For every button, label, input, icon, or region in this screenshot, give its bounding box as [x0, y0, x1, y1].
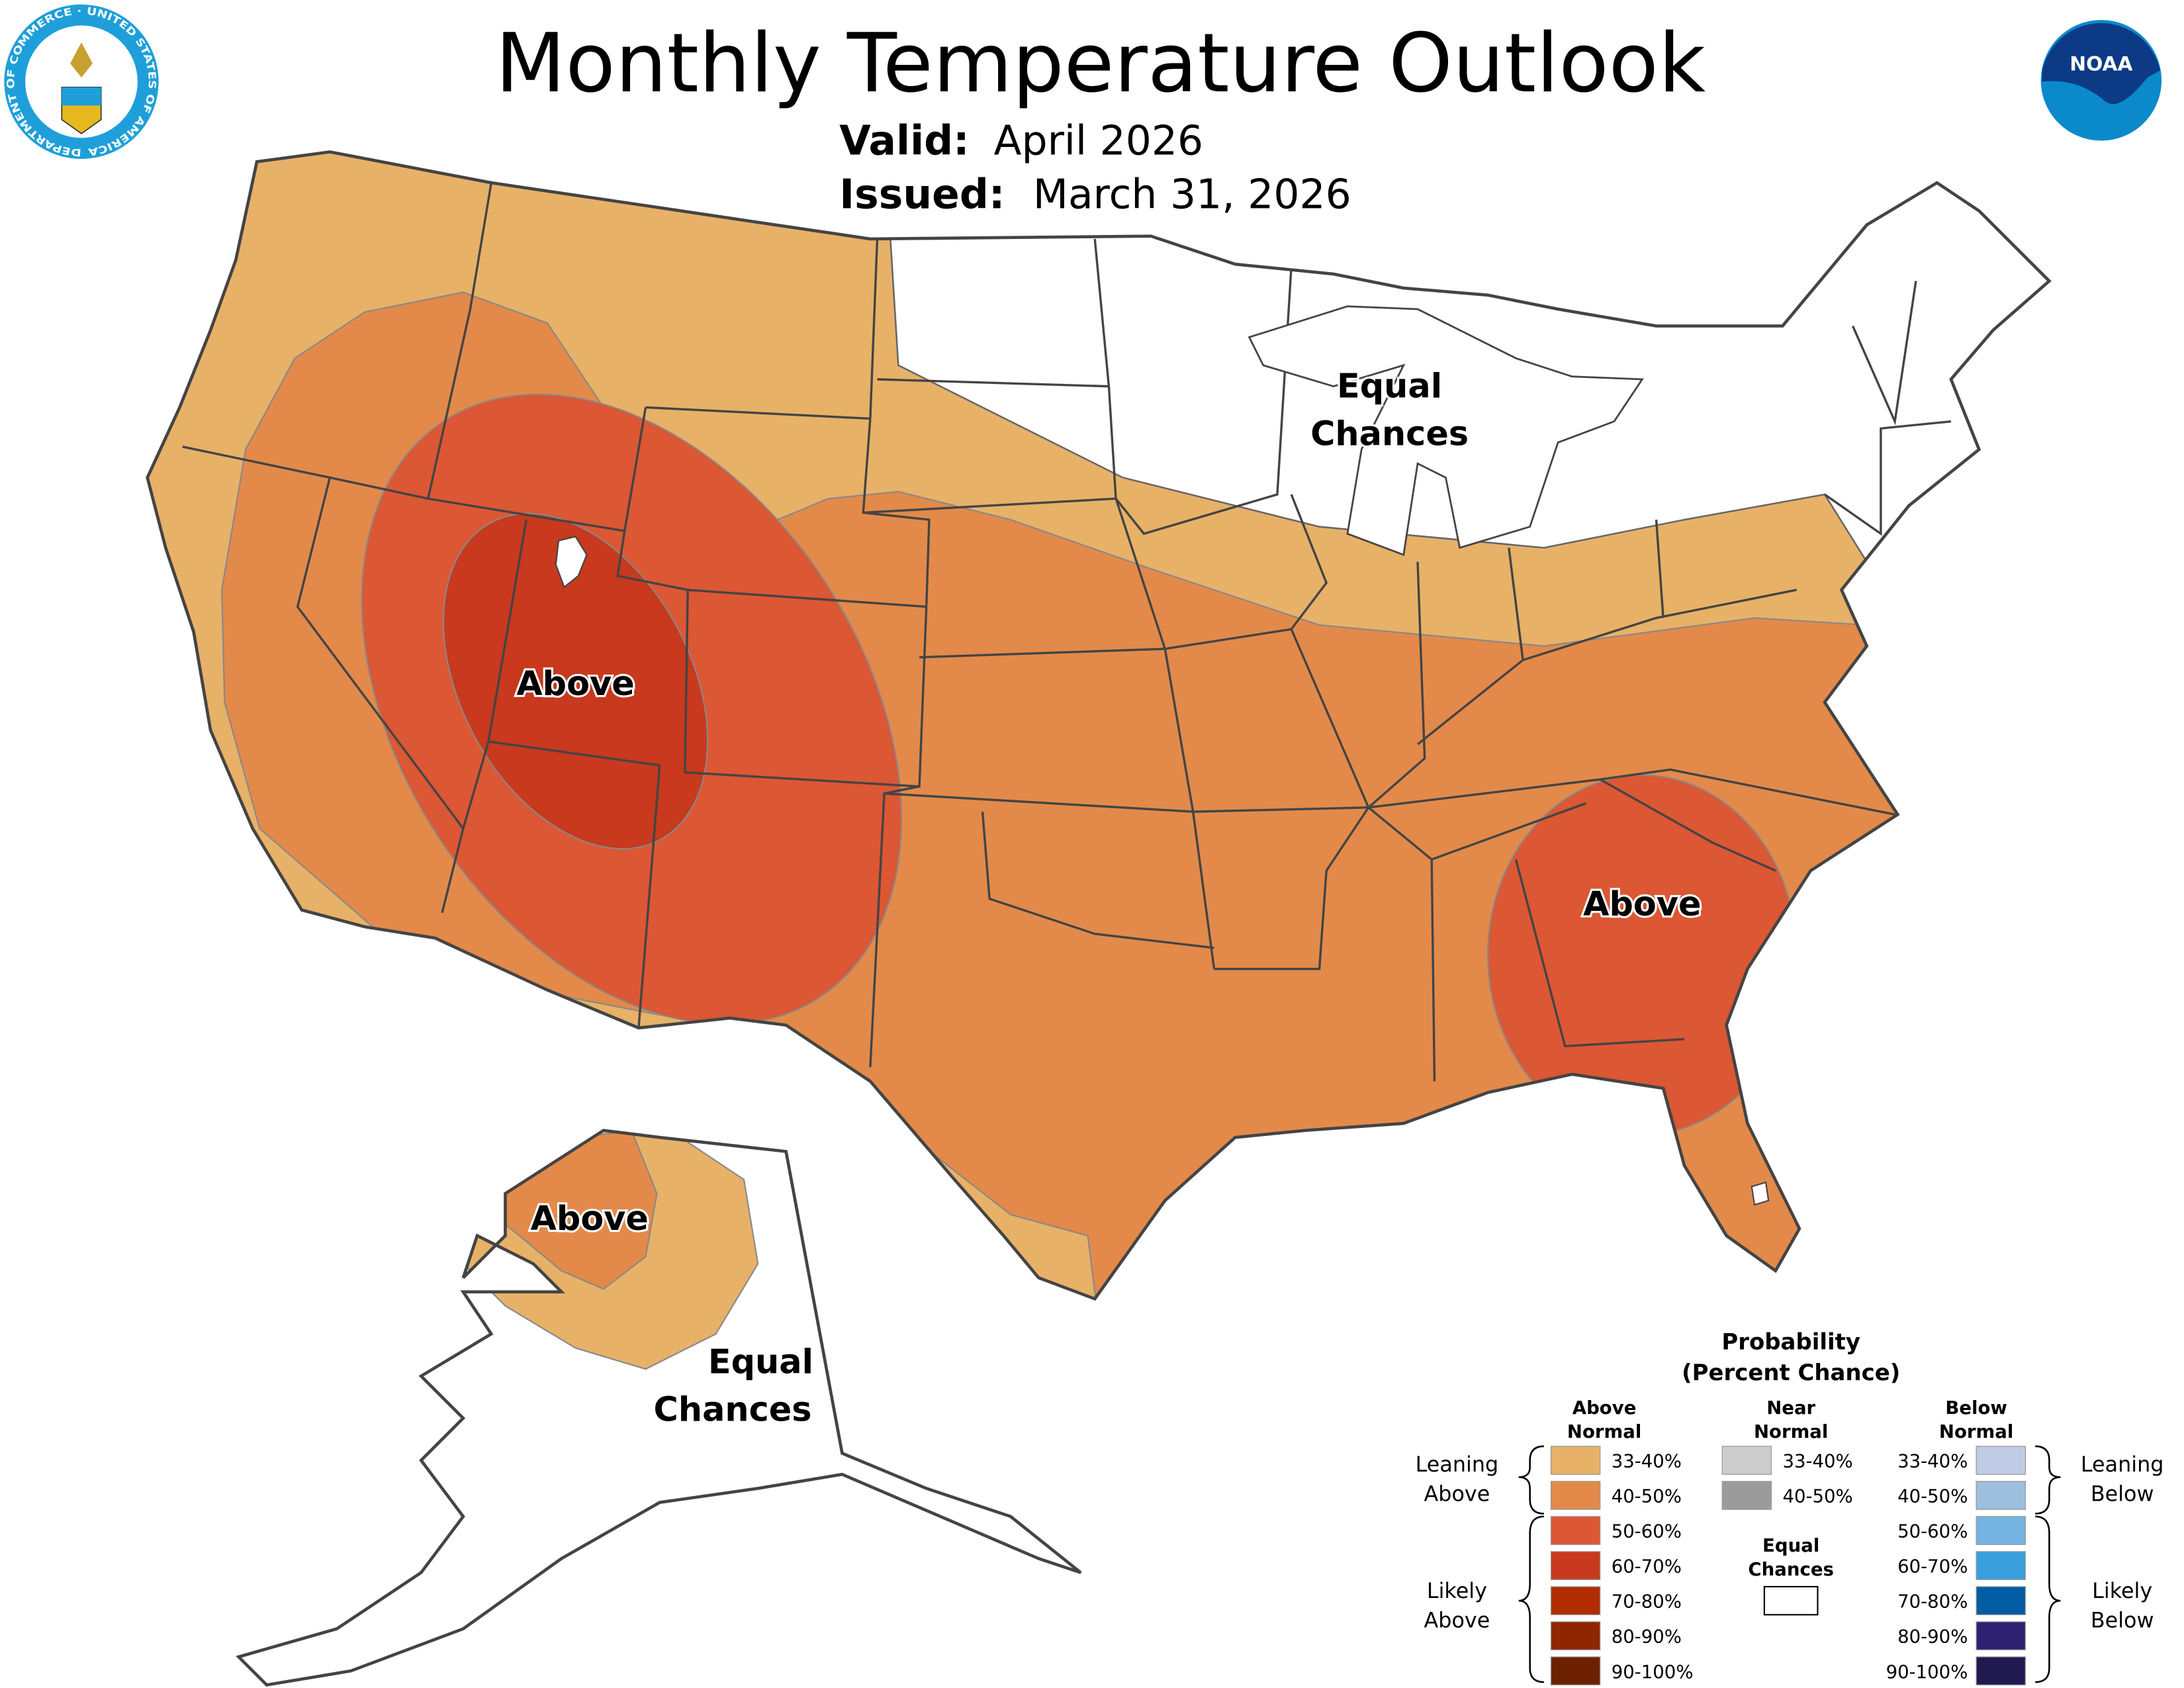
- map-label-southeast-above: Above: [1583, 885, 1701, 924]
- legend-swatch-below-0: [1976, 1446, 2026, 1475]
- legend-swatch-below-5: [1976, 1621, 2026, 1650]
- noaa-logo: NOAA: [2040, 20, 2162, 141]
- legend-equal-swatch: [1763, 1585, 1819, 1616]
- legend-brace-leaning-above: [1518, 1445, 1544, 1515]
- legend-range-below-5: 80-90%: [1897, 1626, 1968, 1648]
- legend-range-below-2: 50-60%: [1897, 1521, 1968, 1542]
- map-label-equal-2: Chances: [1310, 415, 1469, 454]
- map-label-alaska-equal-2: Chances: [654, 1391, 812, 1430]
- legend-range-below-3: 60-70%: [1897, 1556, 1968, 1577]
- legend-swatch-near-0: [1721, 1446, 1772, 1475]
- legend-swatch-above-5: [1550, 1621, 1601, 1650]
- legend-range-above-0: 33-40%: [1612, 1450, 1682, 1472]
- legend-range-above-5: 80-90%: [1612, 1626, 1682, 1648]
- legend-range-below-6: 90-100%: [1886, 1661, 1968, 1683]
- map-label-west-above: Above: [516, 665, 634, 704]
- legend-above-header: Above: [1572, 1397, 1637, 1419]
- legend-likely-below-2: Below: [2091, 1607, 2154, 1632]
- legend-range-above-1: 40-50%: [1612, 1485, 1682, 1507]
- great-salt-lake: [555, 536, 588, 588]
- legend: Probability (Percent Chance) Above Norma…: [1416, 1329, 2164, 1686]
- legend-swatch-above-1: [1550, 1481, 1601, 1510]
- valid-label: Valid:: [839, 117, 970, 165]
- legend-near-header-2: Normal: [1754, 1421, 1828, 1442]
- legend-swatch-above-2: [1550, 1516, 1601, 1545]
- legend-swatch-below-6: [1976, 1656, 2026, 1686]
- legend-likely-above: Likely: [1427, 1578, 1487, 1603]
- map-label-alaska-above: Above: [531, 1199, 649, 1239]
- legend-range-near-1: 40-50%: [1782, 1485, 1852, 1507]
- legend-equal-label-2: Chances: [1748, 1558, 1834, 1580]
- legend-leaning-below: Leaning: [2081, 1452, 2164, 1477]
- legend-equal-label: Equal: [1762, 1534, 1819, 1556]
- legend-leaning-above-2: Above: [1424, 1481, 1490, 1507]
- legend-range-above-4: 70-80%: [1612, 1591, 1682, 1613]
- legend-range-above-6: 90-100%: [1612, 1661, 1694, 1683]
- legend-leaning-below-2: Below: [2091, 1481, 2154, 1507]
- legend-range-above-3: 60-70%: [1612, 1556, 1682, 1577]
- issued-label: Issued:: [839, 170, 1005, 218]
- great-lakes: [1248, 305, 1644, 556]
- valid-value: April 2026: [994, 117, 1204, 165]
- legend-title: Probability: [1721, 1329, 1860, 1355]
- above-50-60-southeast-region: [1487, 774, 1797, 1136]
- legend-brace-likely-above: [1518, 1515, 1544, 1683]
- legend-swatch-below-2: [1976, 1516, 2026, 1545]
- legend-brace-likely-below: [2035, 1515, 2061, 1683]
- legend-below-header: Below: [1945, 1397, 2007, 1419]
- legend-swatch-above-0: [1550, 1446, 1601, 1475]
- legend-brace-leaning-below: [2035, 1445, 2061, 1515]
- legend-leaning-above: Leaning: [1416, 1452, 1499, 1477]
- above-60-70-region: [442, 512, 709, 850]
- legend-below-header-2: Normal: [1939, 1421, 2013, 1442]
- legend-range-below-4: 70-80%: [1897, 1591, 1968, 1613]
- legend-likely-above-2: Above: [1424, 1607, 1490, 1632]
- noaa-logo-text: NOAA: [2070, 52, 2132, 75]
- lake-okeechobee: [1751, 1181, 1770, 1206]
- legend-swatch-above-6: [1550, 1656, 1601, 1686]
- map-label-alaska-equal-1: Equal: [708, 1343, 813, 1382]
- legend-subtitle: (Percent Chance): [1682, 1360, 1900, 1386]
- state-boundaries: [182, 182, 1952, 1082]
- legend-near-header: Near: [1766, 1397, 1815, 1419]
- issued-value: March 31, 2026: [1033, 170, 1351, 218]
- legend-swatch-above-4: [1550, 1586, 1601, 1615]
- legend-likely-below: Likely: [2092, 1578, 2152, 1603]
- legend-range-above-2: 50-60%: [1612, 1521, 1682, 1542]
- legend-swatch-below-4: [1976, 1586, 2026, 1615]
- legend-above-header-2: Normal: [1567, 1421, 1641, 1442]
- legend-swatch-below-1: [1976, 1481, 2026, 1510]
- department-of-commerce-seal: DEPARTMENT OF COMMERCE · UNITED STATES O…: [4, 4, 159, 160]
- map-label-equal-1: Equal: [1337, 367, 1442, 406]
- legend-range-below-1: 40-50%: [1897, 1485, 1968, 1507]
- legend-range-below-0: 33-40%: [1897, 1450, 1968, 1472]
- legend-swatch-near-1: [1721, 1481, 1772, 1510]
- legend-swatch-above-3: [1550, 1551, 1601, 1580]
- page-title: Monthly Temperature Outlook: [495, 17, 1706, 111]
- legend-swatch-below-3: [1976, 1551, 2026, 1580]
- legend-range-near-0: 33-40%: [1782, 1450, 1852, 1472]
